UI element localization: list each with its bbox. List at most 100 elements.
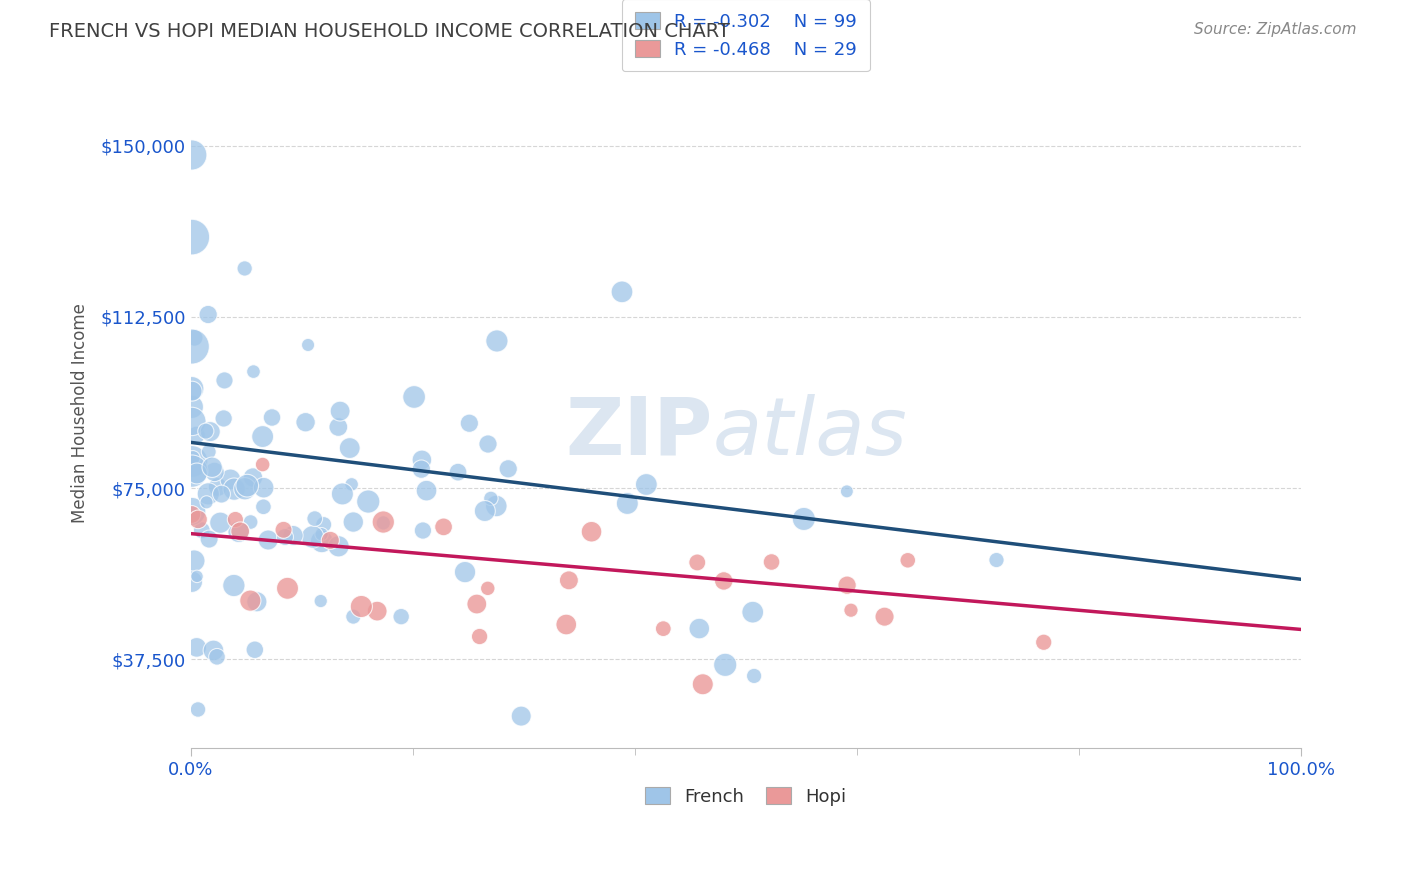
Point <box>793 512 815 526</box>
Point <box>458 416 481 430</box>
Point <box>839 603 862 617</box>
Point <box>211 487 233 501</box>
Point <box>205 649 228 664</box>
Point <box>224 512 246 526</box>
Point <box>201 460 224 475</box>
Point <box>197 487 219 501</box>
Point <box>276 582 298 596</box>
Point <box>246 595 269 609</box>
Point <box>200 425 222 439</box>
Point <box>474 504 496 518</box>
Point <box>198 532 221 546</box>
Point <box>581 524 603 539</box>
Point <box>1032 635 1054 649</box>
Point <box>835 578 858 592</box>
Point <box>350 599 373 614</box>
Point <box>340 477 363 491</box>
Point <box>233 482 256 496</box>
Point <box>274 530 297 544</box>
Point <box>260 410 283 425</box>
Point <box>180 454 202 468</box>
Point <box>485 334 508 348</box>
Point <box>181 384 204 399</box>
Point <box>222 578 245 592</box>
Point <box>404 390 426 404</box>
Point <box>180 504 202 518</box>
Point <box>183 331 205 345</box>
Point <box>329 404 352 418</box>
Point <box>212 411 235 425</box>
Point <box>243 642 266 657</box>
Point <box>239 593 262 607</box>
Point <box>180 148 202 162</box>
Point <box>186 467 208 481</box>
Point <box>454 565 477 579</box>
Point <box>195 495 218 509</box>
Point <box>194 424 217 438</box>
Point <box>297 338 319 352</box>
Text: Source: ZipAtlas.com: Source: ZipAtlas.com <box>1194 22 1357 37</box>
Point <box>328 420 350 434</box>
Point <box>389 609 412 624</box>
Point <box>713 574 735 588</box>
Point <box>180 340 202 354</box>
Point <box>411 453 433 467</box>
Point <box>312 517 335 532</box>
Point <box>186 428 208 442</box>
Point <box>186 569 208 583</box>
Point <box>373 515 395 529</box>
Point <box>558 574 581 588</box>
Point <box>692 677 714 691</box>
Point <box>873 609 896 624</box>
Point <box>332 487 354 501</box>
Point <box>253 481 276 495</box>
Point <box>357 494 380 508</box>
Point <box>180 464 202 478</box>
Point <box>477 582 499 596</box>
Point <box>555 617 578 632</box>
Point <box>239 515 262 529</box>
Point <box>342 609 364 624</box>
Point <box>281 528 304 542</box>
Point <box>257 533 280 547</box>
Text: atlas: atlas <box>713 394 907 472</box>
Point <box>342 515 364 529</box>
Point <box>214 373 236 387</box>
Text: FRENCH VS HOPI MEDIAN HOUSEHOLD INCOME CORRELATION CHART: FRENCH VS HOPI MEDIAN HOUSEHOLD INCOME C… <box>49 22 730 41</box>
Point <box>252 458 274 472</box>
Point <box>309 594 332 608</box>
Point <box>636 477 658 491</box>
Point <box>197 444 219 458</box>
Point <box>373 516 395 530</box>
Point <box>180 400 202 414</box>
Point <box>986 553 1008 567</box>
Point <box>252 429 274 443</box>
Point <box>219 472 242 486</box>
Point <box>415 483 437 498</box>
Point <box>479 491 502 506</box>
Point <box>485 499 508 513</box>
Point <box>209 516 232 530</box>
Point <box>328 539 350 553</box>
Point <box>180 414 202 428</box>
Point <box>432 520 454 534</box>
Legend: French, Hopi: French, Hopi <box>637 780 853 813</box>
Point <box>183 554 205 568</box>
Point <box>339 441 361 455</box>
Point <box>761 555 783 569</box>
Point <box>233 261 256 276</box>
Y-axis label: Median Household Income: Median Household Income <box>72 302 89 523</box>
Point <box>616 496 638 510</box>
Point <box>187 512 209 526</box>
Point <box>180 508 202 522</box>
Point <box>742 669 765 683</box>
Point <box>897 553 920 567</box>
Point <box>204 465 226 479</box>
Point <box>412 524 434 538</box>
Point <box>311 527 333 541</box>
Point <box>180 574 202 589</box>
Point <box>180 382 202 396</box>
Point <box>311 534 333 549</box>
Point <box>477 437 499 451</box>
Point <box>202 643 225 657</box>
